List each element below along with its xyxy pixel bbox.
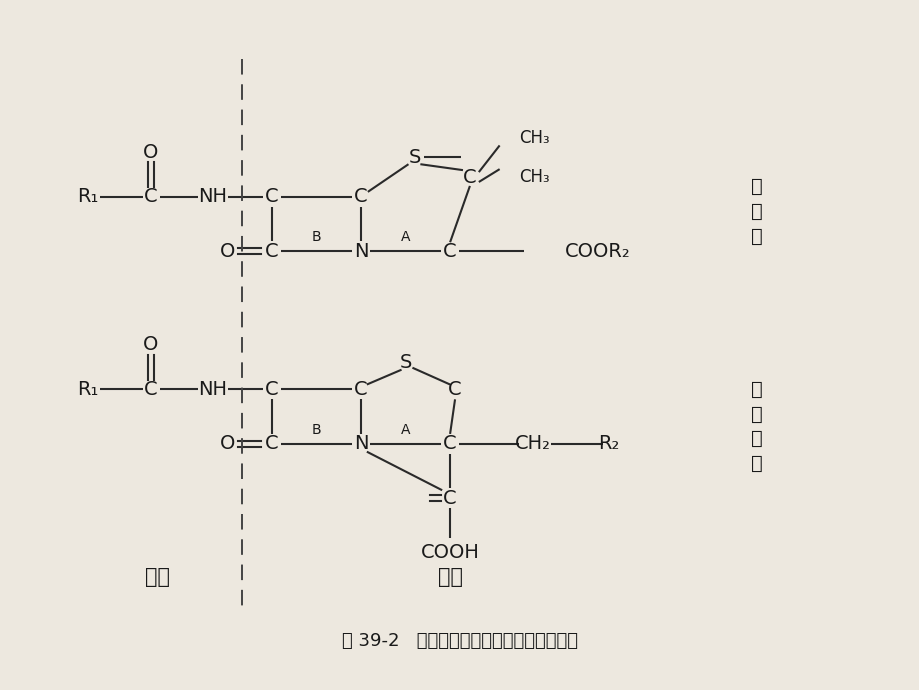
Text: C: C xyxy=(354,380,368,399)
Text: NH: NH xyxy=(198,187,226,206)
Text: CH₂: CH₂ xyxy=(515,434,550,453)
Text: N: N xyxy=(353,434,368,453)
Text: A: A xyxy=(401,230,410,244)
Text: C: C xyxy=(462,168,476,186)
Text: 霉: 霉 xyxy=(751,202,763,221)
Text: 菌: 菌 xyxy=(751,429,763,448)
Text: COOH: COOH xyxy=(420,543,479,562)
Text: A: A xyxy=(401,423,410,437)
Text: 主核: 主核 xyxy=(437,567,462,587)
Text: C: C xyxy=(443,241,457,261)
Text: O: O xyxy=(143,335,158,355)
Text: S: S xyxy=(409,148,421,167)
Text: O: O xyxy=(220,241,234,261)
Text: C: C xyxy=(354,187,368,206)
Text: B: B xyxy=(312,230,321,244)
Text: R₁: R₁ xyxy=(77,380,98,399)
Text: N: N xyxy=(353,241,368,261)
Text: O: O xyxy=(143,143,158,162)
Text: C: C xyxy=(265,380,278,399)
Text: 素: 素 xyxy=(751,227,763,246)
Text: 侧链: 侧链 xyxy=(145,567,170,587)
Text: O: O xyxy=(220,434,234,453)
Text: 头: 头 xyxy=(751,380,763,399)
Text: C: C xyxy=(443,434,457,453)
Text: 素: 素 xyxy=(751,454,763,473)
Text: C: C xyxy=(448,380,461,399)
Text: C: C xyxy=(265,187,278,206)
Text: COOR₂: COOR₂ xyxy=(564,241,630,261)
Text: NH: NH xyxy=(198,380,226,399)
Text: S: S xyxy=(399,353,411,373)
Text: B: B xyxy=(312,423,321,437)
Text: 孢: 孢 xyxy=(751,404,763,424)
Text: C: C xyxy=(443,489,457,508)
Text: C: C xyxy=(144,187,157,206)
Text: C: C xyxy=(265,241,278,261)
Text: 图 39-2   青霉素类抗生素的基本化学结构图: 图 39-2 青霉素类抗生素的基本化学结构图 xyxy=(342,632,577,651)
Text: 青: 青 xyxy=(751,177,763,197)
Text: CH₃: CH₃ xyxy=(519,168,550,186)
Text: C: C xyxy=(265,434,278,453)
Text: C: C xyxy=(144,380,157,399)
Text: CH₃: CH₃ xyxy=(519,128,550,146)
Text: R₁: R₁ xyxy=(77,187,98,206)
Text: R₂: R₂ xyxy=(597,434,618,453)
